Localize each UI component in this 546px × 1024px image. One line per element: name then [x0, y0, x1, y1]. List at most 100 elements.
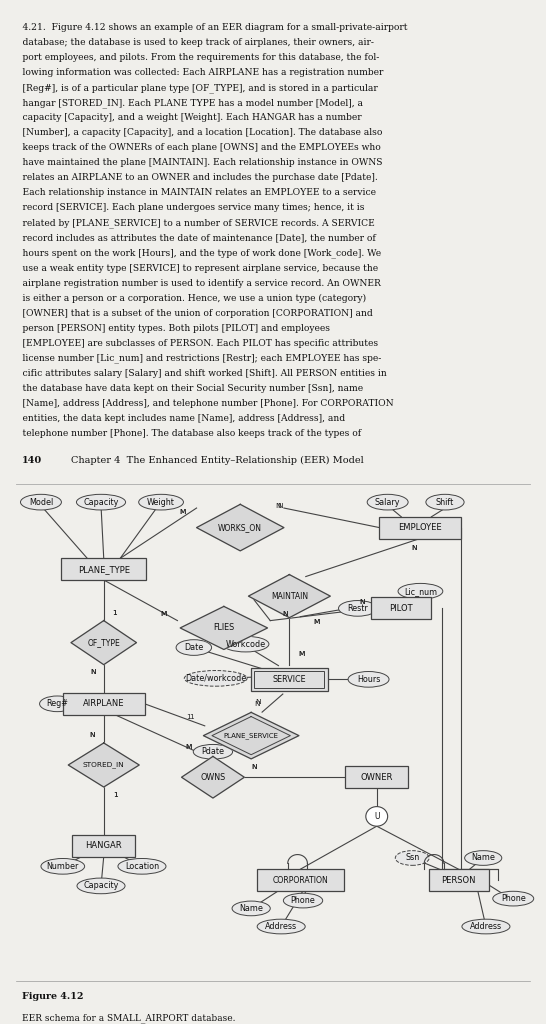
Text: Phone: Phone [290, 896, 316, 905]
Text: N: N [251, 765, 257, 770]
Polygon shape [68, 743, 139, 787]
Text: Ssn: Ssn [405, 853, 419, 862]
Text: record includes as attributes the date of maintenance [Date], the number of: record includes as attributes the date o… [11, 233, 376, 243]
Circle shape [366, 807, 388, 826]
Text: is either a person or a corporation. Hence, we use a union type (category): is either a person or a corporation. Hen… [11, 294, 366, 303]
Text: capacity [Capacity], and a weight [Weight]. Each HANGAR has a number: capacity [Capacity], and a weight [Weigh… [11, 114, 361, 123]
Text: 1: 1 [189, 714, 193, 720]
Text: Reg#: Reg# [46, 699, 68, 709]
Text: M: M [161, 611, 167, 617]
Text: Pdate: Pdate [201, 748, 224, 757]
Text: Address: Address [265, 922, 297, 931]
Text: Name: Name [471, 853, 495, 862]
Text: cific attributes salary [Salary] and shift worked [Shift]. All PERSON entities i: cific attributes salary [Salary] and shi… [11, 369, 387, 378]
Text: license number [Lic_num] and restrictions [Restr]; each EMPLOYEE has spe-: license number [Lic_num] and restriction… [11, 353, 381, 364]
FancyBboxPatch shape [346, 766, 408, 788]
Text: WORKS_ON: WORKS_ON [218, 523, 262, 532]
Text: Name: Name [239, 904, 263, 913]
Text: N: N [90, 669, 96, 675]
Text: Address: Address [470, 922, 502, 931]
Text: Phone: Phone [501, 894, 526, 903]
Text: port employees, and pilots. From the requirements for this database, the fol-: port employees, and pilots. From the req… [11, 53, 379, 62]
Ellipse shape [367, 495, 408, 510]
Text: MAINTAIN: MAINTAIN [271, 592, 308, 601]
FancyBboxPatch shape [379, 516, 461, 539]
Text: related by [PLANE_SERVICE] to a number of SERVICE records. A SERVICE: related by [PLANE_SERVICE] to a number o… [11, 218, 375, 228]
Text: EER schema for a SMALL_AIRPORT database.: EER schema for a SMALL_AIRPORT database. [22, 1013, 235, 1023]
Text: PILOT: PILOT [389, 604, 413, 613]
Polygon shape [71, 621, 136, 665]
Text: [OWNER] that is a subset of the union of corporation [CORPORATION] and: [OWNER] that is a subset of the union of… [11, 308, 373, 317]
Text: Model: Model [29, 498, 53, 507]
Ellipse shape [395, 851, 429, 865]
Text: AIRPLANE: AIRPLANE [83, 699, 124, 709]
Polygon shape [197, 505, 284, 551]
Text: OF_TYPE: OF_TYPE [87, 638, 120, 647]
Text: M: M [185, 743, 192, 750]
Text: HANGAR: HANGAR [85, 842, 122, 850]
Text: 140: 140 [22, 456, 42, 465]
Text: Workcode: Workcode [225, 640, 266, 648]
Text: FLIES: FLIES [213, 624, 234, 633]
Text: Capacity: Capacity [84, 882, 118, 891]
Text: database; the database is used to keep track of airplanes, their owners, air-: database; the database is used to keep t… [11, 38, 374, 47]
Polygon shape [181, 757, 244, 798]
Ellipse shape [41, 858, 85, 874]
Ellipse shape [398, 584, 443, 599]
Text: 1: 1 [114, 793, 118, 799]
Text: Date: Date [184, 643, 204, 652]
Ellipse shape [193, 744, 233, 759]
Text: telephone number [Phone]. The database also keeps track of the types of: telephone number [Phone]. The database a… [11, 429, 361, 437]
Text: EMPLOYEE: EMPLOYEE [399, 523, 442, 532]
Text: [EMPLOYEE] are subclasses of PERSON. Each PILOT has specific attributes: [EMPLOYEE] are subclasses of PERSON. Eac… [11, 339, 378, 347]
Ellipse shape [462, 920, 510, 934]
Text: have maintained the plane [MAINTAIN]. Each relationship instance in OWNS: have maintained the plane [MAINTAIN]. Ea… [11, 159, 382, 168]
Text: 1: 1 [112, 610, 117, 616]
Text: Shift: Shift [436, 498, 454, 507]
Polygon shape [180, 606, 268, 649]
Text: relates an AIRPLANE to an OWNER and includes the purchase date [Pdate].: relates an AIRPLANE to an OWNER and incl… [11, 173, 378, 182]
Ellipse shape [185, 671, 247, 686]
Polygon shape [203, 713, 299, 759]
Text: 4.21.  Figure 4.12 shows an example of an EER diagram for a small-private-airpor: 4.21. Figure 4.12 shows an example of an… [11, 24, 407, 33]
Text: record [SERVICE]. Each plane undergoes service many times; hence, it is: record [SERVICE]. Each plane undergoes s… [11, 204, 364, 212]
FancyBboxPatch shape [63, 693, 145, 715]
Text: [Number], a capacity [Capacity], and a location [Location]. The database also: [Number], a capacity [Capacity], and a l… [11, 128, 382, 137]
Ellipse shape [339, 600, 377, 616]
Text: keeps track of the OWNERs of each plane [OWNS] and the EMPLOYEEs who: keeps track of the OWNERs of each plane … [11, 143, 381, 153]
Ellipse shape [139, 495, 183, 510]
FancyBboxPatch shape [251, 668, 328, 691]
Text: N: N [282, 611, 288, 617]
Ellipse shape [118, 858, 166, 874]
FancyBboxPatch shape [429, 869, 489, 891]
Text: Each relationship instance in MAINTAIN relates an EMPLOYEE to a service: Each relationship instance in MAINTAIN r… [11, 188, 376, 198]
Text: N: N [359, 599, 365, 605]
Text: Salary: Salary [375, 498, 400, 507]
Ellipse shape [232, 901, 270, 915]
Text: Date/workcode: Date/workcode [185, 674, 246, 683]
FancyBboxPatch shape [371, 597, 431, 620]
Ellipse shape [77, 878, 125, 894]
Ellipse shape [283, 893, 323, 908]
Text: airplane registration number is used to identify a service record. An OWNER: airplane registration number is used to … [11, 279, 381, 288]
Text: M: M [298, 651, 305, 656]
Ellipse shape [76, 495, 126, 510]
Text: lowing information was collected: Each AIRPLANE has a registration number: lowing information was collected: Each A… [11, 69, 383, 78]
Ellipse shape [21, 495, 61, 510]
Text: Capacity: Capacity [84, 498, 118, 507]
Ellipse shape [40, 696, 75, 712]
Text: N: N [89, 732, 94, 737]
FancyBboxPatch shape [72, 835, 135, 857]
Text: M: M [180, 509, 186, 515]
Text: N: N [411, 545, 417, 551]
Text: N: N [277, 503, 282, 509]
Text: OWNER: OWNER [360, 773, 393, 781]
Text: use a weak entity type [SERVICE] to represent airplane service, because the: use a weak entity type [SERVICE] to repr… [11, 263, 378, 272]
Text: Restr: Restr [347, 604, 368, 613]
Text: N: N [90, 669, 96, 675]
FancyBboxPatch shape [257, 869, 344, 891]
Text: SERVICE: SERVICE [272, 675, 306, 684]
Ellipse shape [223, 636, 269, 652]
Text: hours spent on the work [Hours], and the type of work done [Work_code]. We: hours spent on the work [Hours], and the… [11, 249, 381, 258]
FancyBboxPatch shape [61, 558, 146, 581]
